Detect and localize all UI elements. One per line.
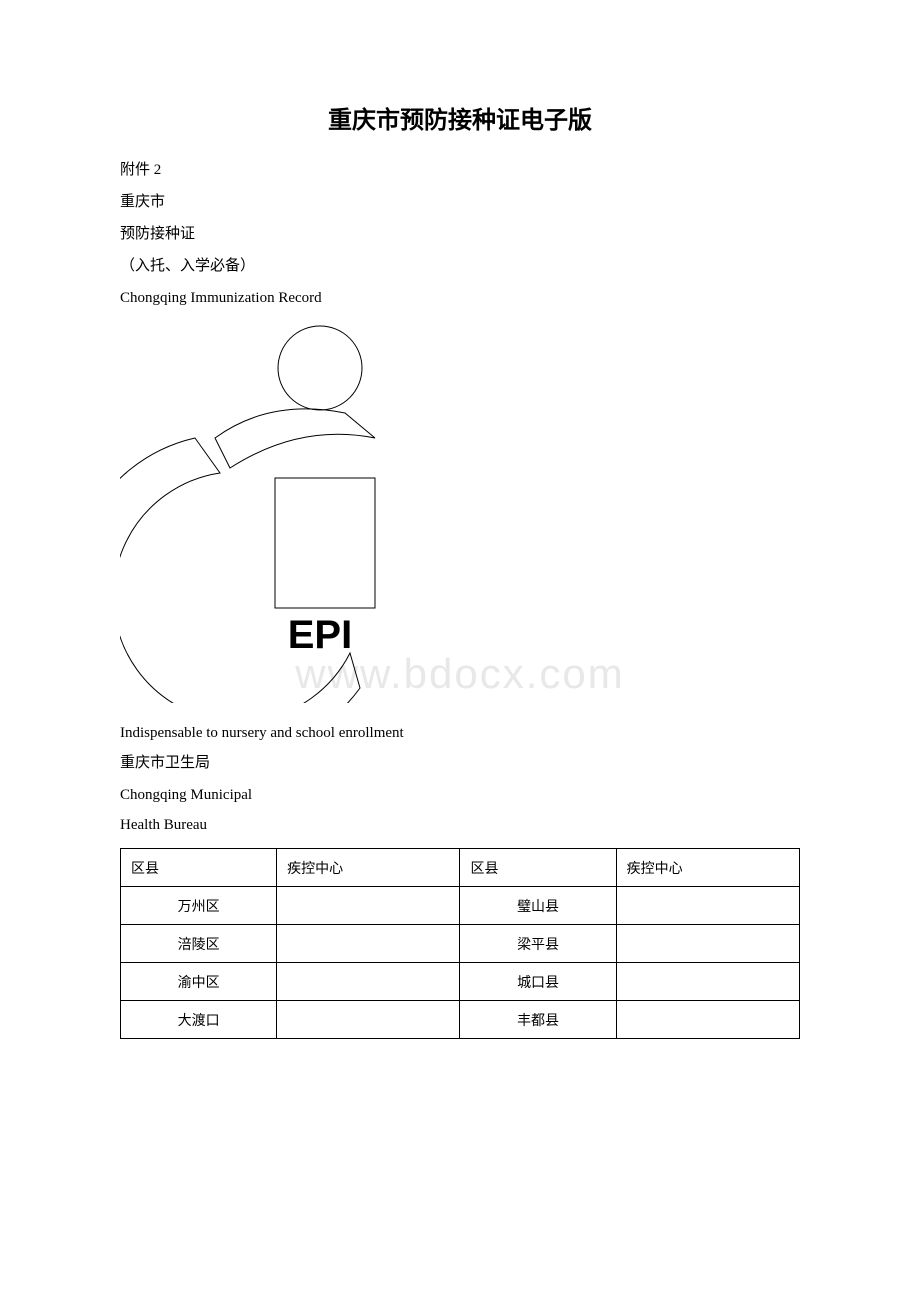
table-header: 区县 [460,849,616,887]
table-cell: 万州区 [121,887,277,925]
table-cell [616,925,799,963]
bureau-chinese: 重庆市卫生局 [120,748,800,778]
english-note: Indispensable to nursery and school enro… [120,718,800,748]
table-row: 渝中区 城口县 [121,963,800,1001]
table-cell [277,1001,460,1039]
english-title: Chongqing Immunization Record [120,283,800,313]
table-row: 涪陵区 梁平县 [121,925,800,963]
table-cell: 璧山县 [460,887,616,925]
attachment-label: 附件 2 [120,155,800,185]
certificate-name: 预防接种证 [120,219,800,249]
table-cell [277,963,460,1001]
requirement-note: （入托、入学必备） [120,251,800,281]
epi-logo-svg: EPI [120,323,400,703]
table-cell: 城口县 [460,963,616,1001]
table-row: 万州区 璧山县 [121,887,800,925]
table-cell: 丰都县 [460,1001,616,1039]
table-cell [277,887,460,925]
bureau-english-2: Health Bureau [120,810,800,840]
table-header-row: 区县 疾控中心 区县 疾控中心 [121,849,800,887]
table-header: 区县 [121,849,277,887]
table-header: 疾控中心 [277,849,460,887]
table-cell [616,963,799,1001]
table-cell [616,887,799,925]
table-row: 大渡口 丰都县 [121,1001,800,1039]
table-cell: 渝中区 [121,963,277,1001]
epi-logo: EPI [120,323,800,708]
table-cell: 涪陵区 [121,925,277,963]
districts-table: 区县 疾控中心 区县 疾控中心 万州区 璧山县 涪陵区 梁平县 渝中区 城口县 … [120,848,800,1039]
document-content: 重庆市预防接种证电子版 附件 2 重庆市 预防接种证 （入托、入学必备） Cho… [120,100,800,1039]
svg-text:EPI: EPI [288,613,352,657]
table-header: 疾控中心 [616,849,799,887]
city-name: 重庆市 [120,187,800,217]
table-cell: 大渡口 [121,1001,277,1039]
table-cell: 梁平县 [460,925,616,963]
bureau-english-1: Chongqing Municipal [120,780,800,810]
page-title: 重庆市预防接种证电子版 [120,100,800,135]
table-cell [277,925,460,963]
table-cell [616,1001,799,1039]
